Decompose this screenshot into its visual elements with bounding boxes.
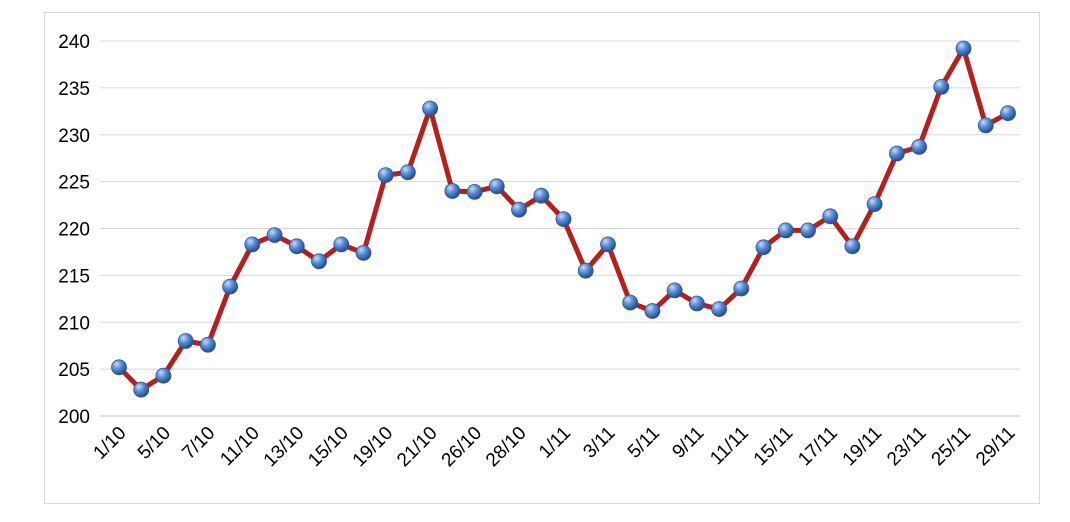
x-tick-label: 11/11 [706,423,752,469]
data-point-20-10 [399,164,416,181]
data-point-23-11 [911,138,927,155]
x-tick-label: 5/10 [134,423,175,464]
x-tick-label: 23/11 [883,423,930,470]
data-point-29-10 [533,187,550,204]
y-tick-label: 225 [58,173,90,194]
data-point-19-10 [377,167,394,184]
y-tick-label: 215 [58,266,90,287]
gridlines [100,40,1020,417]
data-point-5-11 [644,303,661,319]
data-point-14-10 [311,253,327,270]
x-tick-label: 26/10 [438,423,486,471]
x-tick-label: 5/11 [624,423,664,463]
y-tick-label: 210 [58,313,90,334]
x-axis-tick-labels: 1/10 5/10 7/1011/1013/1015/1019/1021/1026/… [90,423,1020,471]
data-point-26-11 [977,117,994,134]
data-point-21-10 [422,100,439,117]
x-tick-label: 9/11 [668,423,708,463]
data-point-3-11 [600,236,616,253]
y-tick-label: 220 [58,220,90,241]
data-point-19-11 [866,196,883,213]
data-point-7-10 [199,336,216,353]
data-point-27-10 [488,178,505,195]
y-tick-label: 230 [58,126,90,147]
data-point-26-10 [466,183,483,200]
data-point-29-11 [1000,105,1016,122]
data-point-22-11 [889,145,905,162]
y-tick-label: 200 [58,407,90,428]
x-tick-label: 29/11 [972,423,1019,470]
data-point-15-11 [777,222,794,239]
y-tick-label: 205 [58,360,90,381]
data-point-12-11 [755,239,772,256]
y-tick-label: 235 [58,79,90,100]
chart-frame [44,12,1040,504]
data-point-22-10 [444,183,461,199]
data-point-2-11 [577,262,594,279]
data-point-13-10 [288,238,305,255]
data-point-12-10 [266,227,283,244]
data-point-15-10 [333,236,350,253]
data-point-8-10 [222,278,239,295]
data-point-5-10 [155,367,172,384]
data-point-25-11 [955,40,972,57]
data-point-4-10 [133,381,150,398]
x-tick-label: 25/11 [928,423,975,470]
x-tick-label: 17/11 [794,423,841,470]
y-axis-tick-labels: 200 205 210 215 220 225 230 235 240 [58,32,90,428]
data-point-9-11 [689,295,705,312]
x-tick-label: 13/10 [260,423,308,471]
data-point-4-11 [622,294,639,311]
x-tick-label: 19/10 [349,423,397,471]
x-tick-label: 3/11 [579,423,619,463]
x-tick-label: 1/11 [535,423,575,463]
data-points [111,40,1016,398]
data-point-16-11 [800,222,816,239]
x-tick-label: 11/10 [216,423,263,470]
x-tick-label: 1/10 [90,423,131,464]
x-tick-label: 15/10 [304,423,352,471]
data-point-17-11 [822,208,839,225]
x-tick-label: 15/11 [750,423,797,470]
data-point-1-10 [111,359,127,376]
x-tick-label: 21/10 [393,423,441,471]
data-point-8-11 [666,282,683,299]
data-point-24-11 [933,79,950,95]
data-point-1-11 [555,211,572,228]
data-point-10-11 [711,301,727,318]
data-point-6-10 [177,333,194,349]
data-point-11-11 [733,280,750,297]
data-point-18-10 [355,244,372,261]
data-point-28-10 [511,201,527,218]
data-point-11-10 [244,236,261,253]
x-tick-label: 19/11 [839,423,886,470]
x-tick-label: 28/10 [482,423,530,471]
y-tick-label: 240 [58,32,90,53]
data-point-18-11 [844,238,861,255]
x-tick-label: 7/10 [178,423,219,464]
